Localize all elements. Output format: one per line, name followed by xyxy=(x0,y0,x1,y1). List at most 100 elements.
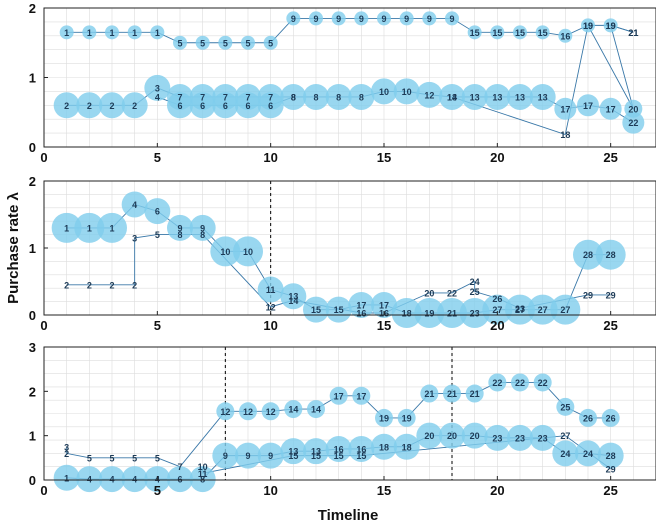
data-point-bubble xyxy=(391,297,422,328)
data-point-bubble xyxy=(53,92,80,119)
data-point-bubble xyxy=(581,18,595,33)
data-point-label: 18 xyxy=(560,130,570,140)
data-point-bubble xyxy=(348,83,375,110)
data-point-bubble xyxy=(257,442,284,469)
data-point-label: 10 xyxy=(198,462,208,472)
data-point-bubble xyxy=(507,83,533,110)
data-point-label: 29 xyxy=(606,464,616,474)
y-tick-label: 2 xyxy=(29,174,36,189)
data-point-label: 1 xyxy=(109,28,114,38)
data-point-bubble xyxy=(286,11,301,26)
y-tick-label: 1 xyxy=(29,241,36,256)
data-point-label: 8 xyxy=(291,92,296,102)
chart-panel-3: 1444468999131316161818202020232323242428… xyxy=(29,340,656,498)
data-point-bubble xyxy=(507,424,533,451)
data-point-label: 23 xyxy=(515,304,525,314)
data-point-label: 4 xyxy=(155,92,160,102)
data-point-label: 15 xyxy=(515,28,525,38)
data-point-label: 22 xyxy=(538,378,548,388)
data-point-label: 13 xyxy=(288,447,298,457)
data-point-bubble xyxy=(257,276,284,303)
data-point-label: 1 xyxy=(64,223,69,233)
data-point-label: 14 xyxy=(447,92,457,102)
data-point-label: 7 xyxy=(268,92,273,102)
data-point-bubble xyxy=(467,25,482,40)
data-point-label: 8 xyxy=(291,92,296,102)
data-point-label: 23 xyxy=(515,433,525,443)
data-point-bubble xyxy=(189,214,216,241)
x-tick-label: 25 xyxy=(603,483,617,498)
data-point-bubble xyxy=(484,83,511,110)
data-point-label: 24 xyxy=(470,277,480,287)
data-point-label: 5 xyxy=(155,230,160,240)
data-point-label: 20 xyxy=(470,431,480,441)
data-point-bubble xyxy=(167,92,193,119)
data-point-label: 23 xyxy=(492,433,502,443)
data-point-bubble xyxy=(59,25,74,40)
data-point-bubble xyxy=(375,408,393,427)
data-point-label: 21 xyxy=(628,28,638,38)
data-point-label: 9 xyxy=(291,14,296,24)
data-point-bubble xyxy=(595,239,626,270)
data-point-label: 2 xyxy=(132,101,137,111)
data-point-label: 17 xyxy=(606,104,616,114)
data-point-label: 25 xyxy=(560,402,570,412)
data-point-bubble xyxy=(189,92,216,119)
data-point-label: 13 xyxy=(447,92,457,102)
data-point-label: 4 xyxy=(132,200,137,210)
data-point-label: 14 xyxy=(311,405,321,415)
y-tick-label: 3 xyxy=(29,340,36,355)
data-point-bubble xyxy=(371,78,397,105)
data-point-label: 8 xyxy=(359,92,364,102)
x-tick-label: 15 xyxy=(377,318,391,333)
data-point-label: 16 xyxy=(560,31,570,41)
data-point-bubble xyxy=(482,294,513,325)
data-point-bubble xyxy=(461,83,488,110)
data-point-label: 2 xyxy=(87,101,92,111)
data-point-label: 6 xyxy=(268,101,273,111)
data-point-label: 15 xyxy=(334,305,344,315)
data-point-bubble xyxy=(393,78,420,105)
data-point-label: 5 xyxy=(87,453,92,463)
data-point-label: 16 xyxy=(356,308,366,318)
data-point-bubble xyxy=(624,99,643,118)
data-point-label: 6 xyxy=(245,101,250,111)
data-point-label: 3 xyxy=(132,233,137,243)
data-point-label: 19 xyxy=(583,21,593,31)
data-point-label: 19 xyxy=(606,21,616,31)
data-point-label: 8 xyxy=(200,230,205,240)
x-tick-label: 25 xyxy=(603,318,617,333)
data-point-label: 6 xyxy=(177,101,182,111)
data-point-bubble xyxy=(352,386,371,405)
data-point-bubble xyxy=(558,28,573,43)
x-tick-label: 15 xyxy=(377,150,391,165)
data-point-bubble xyxy=(121,92,148,119)
data-point-label: 17 xyxy=(379,300,389,310)
data-point-bubble xyxy=(599,97,622,120)
data-point-label: 2 xyxy=(109,280,114,290)
data-point-bubble xyxy=(529,424,556,451)
data-point-label: 21 xyxy=(628,28,638,38)
data-point-bubble xyxy=(189,466,216,493)
y-tick-label: 0 xyxy=(29,308,36,323)
data-point-bubble xyxy=(445,11,459,26)
data-point-bubble xyxy=(74,212,105,243)
data-point-label: 15 xyxy=(288,451,298,461)
data-point-label: 15 xyxy=(334,451,344,461)
data-point-bubble xyxy=(76,92,103,119)
data-point-bubble xyxy=(307,400,325,419)
data-point-label: 12 xyxy=(243,407,253,417)
y-tick-label: 1 xyxy=(29,71,36,86)
data-point-label: 5 xyxy=(268,38,273,48)
data-point-bubble xyxy=(284,400,303,419)
data-point-label: 5 xyxy=(200,38,205,48)
x-tick-label: 0 xyxy=(40,318,47,333)
data-point-label: 1 xyxy=(132,28,137,38)
data-point-bubble xyxy=(484,424,511,451)
data-point-label: 1 xyxy=(109,223,114,233)
data-point-label: 28 xyxy=(606,451,616,461)
data-point-label: 8 xyxy=(336,92,341,102)
data-point-bubble xyxy=(261,402,280,421)
data-point-label: 19 xyxy=(583,21,593,31)
data-point-label: 11 xyxy=(198,469,208,479)
